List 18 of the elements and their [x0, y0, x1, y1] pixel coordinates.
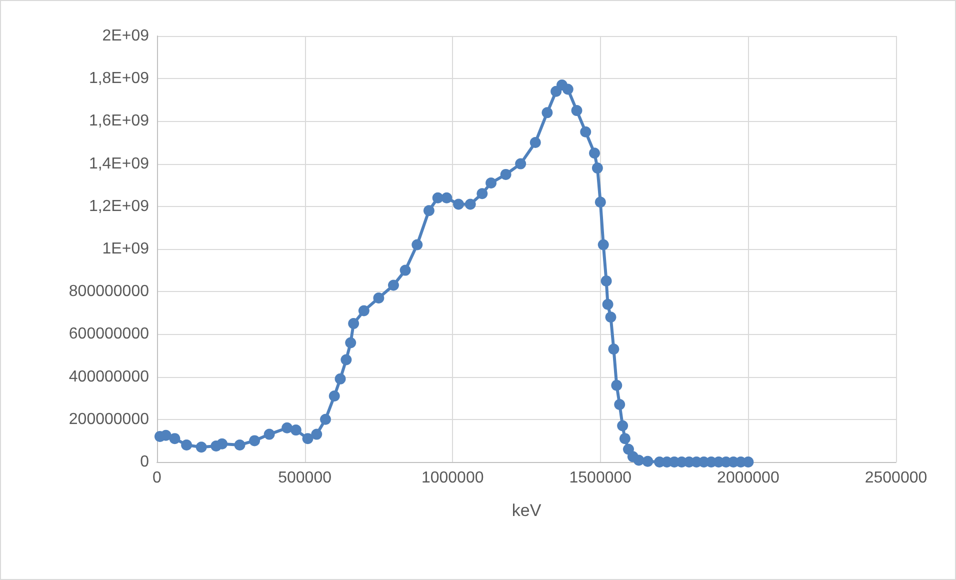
- x-tick-label: 2500000: [864, 470, 928, 486]
- x-axis-title: keV: [512, 501, 542, 520]
- x-tick-label: 2000000: [717, 470, 780, 486]
- y-tick-label: 800000000: [68, 283, 150, 300]
- x-tick-label: 1000000: [421, 470, 484, 486]
- x-tick-label: 1500000: [569, 470, 632, 486]
- y-tick-label: 0: [140, 454, 150, 470]
- y-tick-label: 400000000: [68, 368, 150, 386]
- y-tick-label: 600000000: [68, 326, 150, 343]
- y-tick-label: 1E+09: [102, 240, 150, 258]
- y-tick-label: 2E+09: [102, 28, 150, 44]
- x-tick-label: 0: [152, 470, 162, 486]
- y-tick-label: 1,8E+09: [88, 70, 150, 88]
- y-tick-label: 1,4E+09: [88, 155, 150, 172]
- y-tick-label: 1,2E+09: [88, 198, 150, 215]
- y-tick-label: 1,6E+09: [88, 112, 150, 130]
- y-tick-label: 200000000: [68, 410, 150, 428]
- x-tick-label: 500000: [278, 470, 332, 486]
